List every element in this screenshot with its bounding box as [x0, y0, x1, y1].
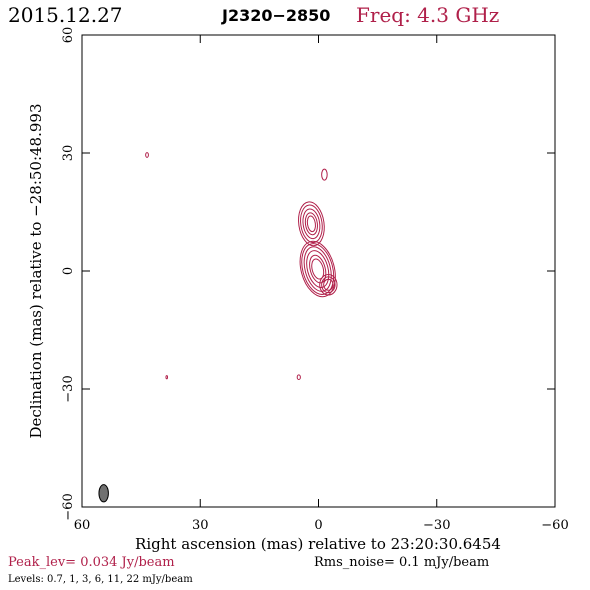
contour-levels: Levels: 0.7, 1, 3, 6, 11, 22 mJy/beam [8, 574, 193, 585]
axis-ticks [81, 34, 556, 508]
axis-tick-labels: 60 30 0 −30 −60 −60 −30 0 30 60 [61, 27, 569, 533]
contour-north-jet [306, 215, 316, 233]
contour-north-jet [304, 212, 318, 236]
contour-spot-1 [145, 152, 149, 158]
frequency-label: Freq: 4.3 GHz [356, 3, 499, 27]
contour-south-tail [319, 274, 338, 296]
contour-lines [145, 152, 338, 381]
rms-noise: Rms_noise= 0.1 mJy/beam [314, 555, 489, 570]
beam-ellipse [98, 484, 109, 503]
beam-shape [98, 484, 109, 503]
source-name: J2320−2850 [221, 6, 330, 25]
y-tick-label: 30 [61, 145, 76, 162]
contour-south-tail [323, 278, 334, 291]
y-tick-label: −60 [61, 493, 76, 520]
y-axis-label: Declination (mas) relative to −28:50:48.… [27, 103, 45, 438]
x-tick-label: 30 [192, 518, 209, 533]
y-tick-label: 0 [61, 267, 76, 275]
x-tick-label: 60 [74, 518, 91, 533]
contour-core [311, 258, 325, 280]
contour-knot-north [321, 168, 328, 181]
contour-spot-2 [296, 374, 301, 381]
plot-frame [81, 34, 556, 508]
peak-level: Peak_lev= 0.034 Jy/beam [8, 555, 175, 570]
contour-spot-3 [165, 375, 169, 380]
x-tick-label: −60 [541, 518, 568, 533]
y-tick-label: −30 [61, 375, 76, 402]
y-tick-label: 60 [61, 27, 76, 44]
observation-date: 2015.12.27 [8, 3, 123, 27]
contour-north-jet [298, 201, 325, 247]
contour-north-jet [302, 208, 321, 240]
contour-north-jet [300, 204, 323, 244]
contour-core [306, 250, 330, 288]
contour-south-tail [321, 276, 336, 294]
contour-core [299, 240, 336, 298]
x-tick-label: 0 [314, 518, 322, 533]
x-axis-label: Right ascension (mas) relative to 23:20:… [135, 535, 501, 553]
x-tick-label: −30 [423, 518, 450, 533]
